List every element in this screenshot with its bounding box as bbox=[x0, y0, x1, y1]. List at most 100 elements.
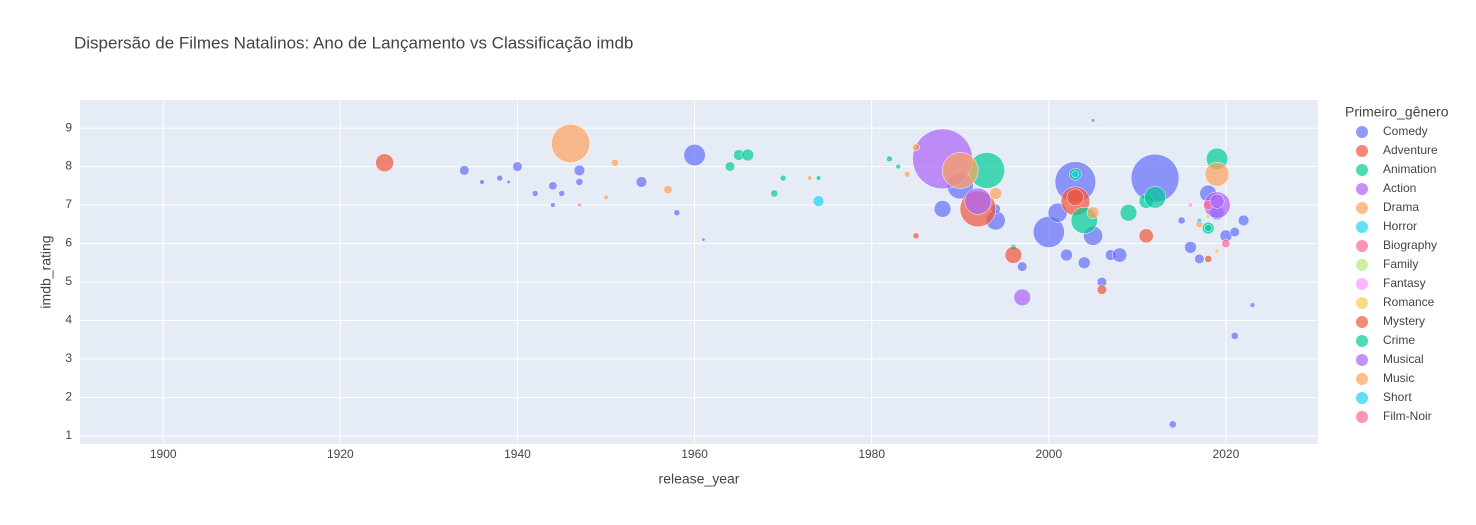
bubble bbox=[812, 195, 825, 207]
bubble bbox=[1221, 239, 1231, 248]
legend-marker bbox=[1356, 411, 1368, 423]
bubble bbox=[1205, 213, 1211, 220]
bubble bbox=[1013, 288, 1031, 307]
bubble bbox=[1230, 332, 1239, 340]
x-tick-label: 2000 bbox=[1035, 447, 1062, 461]
bubble bbox=[1229, 226, 1240, 238]
bubble bbox=[1249, 302, 1256, 308]
legend-label: Family bbox=[1383, 257, 1418, 271]
y-tick-label: 9 bbox=[65, 120, 72, 134]
bubble bbox=[550, 202, 556, 208]
bubble bbox=[611, 158, 619, 167]
legend-marker bbox=[1356, 126, 1368, 138]
legend-marker bbox=[1356, 202, 1368, 214]
legend-label: Animation bbox=[1383, 162, 1436, 176]
bubble bbox=[1112, 247, 1128, 263]
bubble bbox=[479, 179, 485, 185]
legend-title: Primeiro_gênero bbox=[1345, 104, 1449, 120]
bubble bbox=[903, 171, 911, 178]
bubble bbox=[1077, 256, 1091, 270]
y-tick-label: 2 bbox=[65, 390, 72, 404]
bubble bbox=[635, 176, 648, 188]
bubble bbox=[1060, 248, 1073, 262]
bubble bbox=[724, 161, 736, 172]
legend-marker bbox=[1356, 164, 1368, 176]
bubble bbox=[531, 190, 539, 197]
bubble bbox=[1214, 248, 1220, 254]
bubble bbox=[1204, 224, 1213, 232]
y-axis-title: imdb_rating bbox=[38, 235, 54, 308]
y-tick-label: 8 bbox=[65, 159, 72, 173]
legend-marker bbox=[1356, 335, 1368, 347]
bubble bbox=[1196, 217, 1202, 224]
bubble bbox=[779, 174, 787, 182]
legend-label: Music bbox=[1383, 371, 1414, 385]
bubble bbox=[1144, 186, 1167, 209]
legend-marker bbox=[1356, 373, 1368, 385]
bubble bbox=[1177, 216, 1186, 225]
legend-marker bbox=[1356, 145, 1368, 157]
bubble bbox=[573, 164, 586, 177]
bubble bbox=[683, 143, 706, 167]
legend-marker bbox=[1356, 183, 1368, 195]
bubble bbox=[551, 124, 591, 163]
bubble bbox=[1204, 162, 1230, 187]
legend-marker bbox=[1356, 354, 1368, 366]
legend-label: Short bbox=[1383, 390, 1412, 404]
legend-marker bbox=[1356, 278, 1368, 290]
bubble bbox=[548, 181, 558, 191]
bubble bbox=[933, 200, 952, 218]
bubble bbox=[577, 202, 582, 208]
chart-title: Dispersão de Filmes Natalinos: Ano de La… bbox=[74, 33, 633, 52]
legend-label: Mystery bbox=[1383, 314, 1425, 328]
bubble bbox=[496, 174, 504, 182]
legend-label: Drama bbox=[1383, 200, 1419, 214]
y-tick-label: 5 bbox=[65, 274, 72, 288]
legend-marker bbox=[1356, 297, 1368, 309]
legend-marker bbox=[1356, 240, 1368, 252]
y-tick-label: 7 bbox=[65, 197, 72, 211]
bubble bbox=[807, 175, 813, 181]
y-tick-label: 4 bbox=[65, 313, 72, 327]
legend-label: Adventure bbox=[1383, 143, 1438, 157]
x-tick-label: 1980 bbox=[858, 447, 885, 461]
bubble bbox=[1071, 170, 1080, 179]
bubble bbox=[1096, 284, 1107, 295]
y-tick-label: 3 bbox=[65, 351, 72, 365]
bubble bbox=[1086, 206, 1100, 219]
x-tick-label: 2020 bbox=[1213, 447, 1240, 461]
legend-marker bbox=[1356, 316, 1368, 328]
bubble bbox=[1194, 253, 1205, 264]
bubble bbox=[512, 161, 523, 172]
bubble bbox=[575, 178, 584, 186]
legend-label: Romance bbox=[1383, 295, 1435, 309]
bubble bbox=[375, 153, 394, 172]
y-tick-label: 1 bbox=[65, 428, 72, 442]
bubble bbox=[886, 155, 893, 163]
bubble bbox=[459, 165, 470, 176]
x-tick-label: 1900 bbox=[150, 447, 177, 461]
bubble bbox=[701, 237, 706, 242]
bubble bbox=[1119, 204, 1138, 222]
legend-label: Comedy bbox=[1383, 124, 1428, 138]
bubble bbox=[912, 143, 920, 152]
bubble bbox=[558, 190, 565, 197]
bubble bbox=[1209, 193, 1225, 209]
bubble bbox=[989, 187, 1002, 200]
legend-label: Action bbox=[1383, 181, 1416, 195]
legend-label: Fantasy bbox=[1383, 276, 1426, 290]
bubble bbox=[1017, 261, 1028, 272]
x-tick-label: 1920 bbox=[327, 447, 354, 461]
bubble bbox=[1237, 214, 1250, 227]
bubble bbox=[941, 152, 979, 189]
legend-marker bbox=[1356, 392, 1368, 404]
legend-label: Biography bbox=[1383, 238, 1437, 252]
bubble bbox=[741, 148, 754, 162]
legend-label: Crime bbox=[1383, 333, 1415, 347]
bubble bbox=[1168, 420, 1177, 429]
bubble bbox=[506, 179, 511, 185]
x-tick-label: 1940 bbox=[504, 447, 531, 461]
bubble bbox=[815, 175, 822, 181]
bubble bbox=[673, 209, 681, 216]
